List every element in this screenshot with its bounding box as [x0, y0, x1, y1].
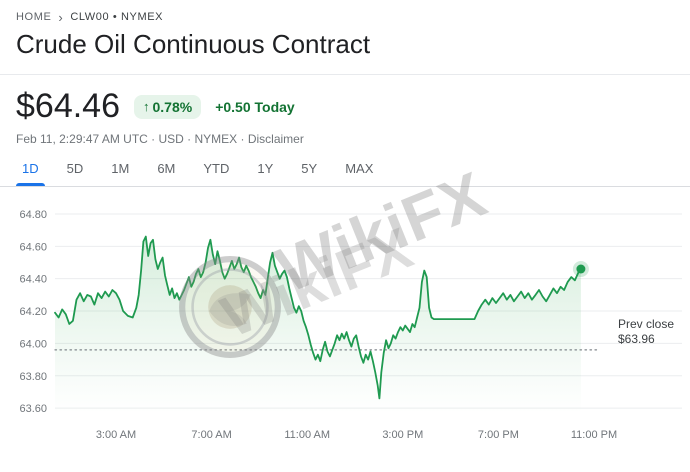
- quote-meta: Feb 11, 2:29:47 AM UTC · USD · NYMEX · D…: [0, 126, 690, 146]
- page-title: Crude Oil Continuous Contract: [16, 29, 371, 59]
- breadcrumb-home-link[interactable]: HOME: [16, 11, 52, 23]
- y-tick-label: 63.80: [19, 371, 47, 383]
- x-tick-label: 3:00 PM: [382, 429, 423, 441]
- tab-5y[interactable]: 5Y: [301, 161, 318, 176]
- disclaimer-link[interactable]: Disclaimer: [247, 132, 304, 146]
- change-amount-today: +0.50 Today: [215, 98, 295, 115]
- x-tick-label: 11:00 AM: [284, 429, 330, 441]
- x-tick-label: 7:00 AM: [191, 429, 231, 441]
- y-tick-label: 64.20: [19, 306, 47, 318]
- x-axis: 3:00 AM 7:00 AM 11:00 AM 3:00 PM 7:00 PM 11:0…: [96, 429, 617, 441]
- tab-6m[interactable]: 6M: [157, 161, 176, 176]
- price-chart[interactable]: 64.80 64.60 64.40 64.20 64.00 63.80 63.60 3:00…: [0, 191, 690, 446]
- y-tick-label: 64.40: [19, 274, 47, 286]
- quote-row: $64.46 ↑ 0.78% +0.50 Today: [0, 75, 690, 126]
- y-tick-label: 64.60: [19, 241, 47, 253]
- y-tick-label: 63.60: [19, 403, 47, 415]
- current-price: $64.46: [16, 87, 120, 125]
- tab-5d[interactable]: 5D: [66, 161, 84, 176]
- tab-max[interactable]: MAX: [345, 161, 374, 176]
- tab-1m[interactable]: 1M: [111, 161, 130, 176]
- breadcrumb: HOME › CLW00 • NYMEX: [0, 0, 690, 25]
- x-tick-label: 3:00 AM: [96, 429, 136, 441]
- tab-1d[interactable]: 1D: [8, 152, 53, 186]
- prev-close-price: $63.96: [617, 332, 655, 346]
- range-tabs: 1D 5D 1M 6M YTD 1Y 5Y MAX: [0, 152, 690, 187]
- chart-section: 64.80 64.60 64.40 64.20 64.00 63.80 63.60 3:00…: [0, 158, 690, 472]
- tab-ytd[interactable]: YTD: [203, 161, 230, 176]
- prev-close-text: Prev close: [617, 317, 674, 331]
- tab-1y[interactable]: 1Y: [257, 161, 274, 176]
- chevron-right-icon: ›: [58, 9, 64, 25]
- change-percent: 0.78%: [152, 98, 193, 115]
- y-tick-label: 64.00: [19, 338, 47, 350]
- price-area: [55, 236, 581, 413]
- arrow-up-icon: ↑: [143, 99, 150, 114]
- latest-price-dot: [576, 264, 586, 274]
- x-tick-label: 11:00 PM: [571, 429, 617, 441]
- price-line: [54, 235, 582, 400]
- quote-timestamp: Feb 11, 2:29:47 AM UTC · USD · NYMEX ·: [16, 132, 248, 146]
- header-divider: [0, 74, 690, 75]
- change-percent-badge: ↑ 0.78%: [134, 94, 202, 119]
- y-tick-label: 64.80: [19, 209, 47, 221]
- x-tick-label: 7:00 PM: [478, 429, 519, 441]
- prev-close-label: Prev close $63.96: [618, 317, 674, 347]
- breadcrumb-ticker: CLW00 • NYMEX: [70, 11, 164, 23]
